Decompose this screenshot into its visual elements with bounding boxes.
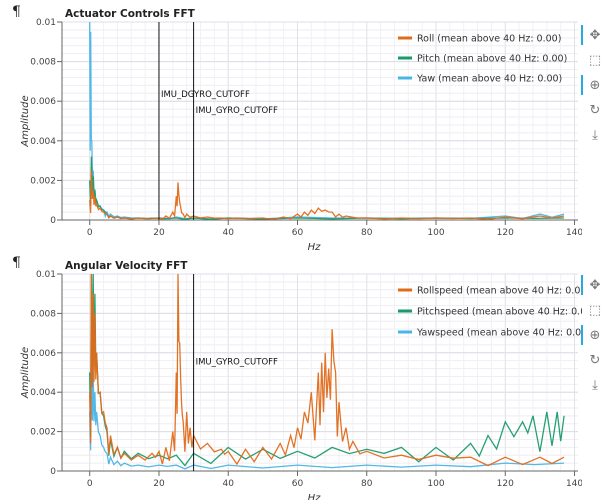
x-tick-label: 100	[427, 228, 444, 238]
legend-label: Roll (mean above 40 Hz: 0.00)	[417, 34, 561, 45]
wheel-zoom-icon[interactable]: ⊕	[581, 74, 606, 96]
y-tick-label: 0.006	[30, 97, 56, 107]
y-tick-label: 0	[50, 467, 56, 477]
x-tick-label: 120	[497, 479, 514, 489]
cutoff-label: IMU_GYRO_CUTOFF	[196, 358, 278, 368]
y-tick-label: 0.006	[30, 349, 56, 359]
actuator-controls-chart: Actuator Controls FFT 0 0.002 0.004 0.006 0.0…	[0, 4, 610, 254]
x-tick-label: 80	[361, 479, 373, 489]
chart-toolbar-1: ✥ ⬚ ⊕ ↻ ⤓	[581, 24, 606, 144]
legend-label: Pitchspeed (mean above 40 Hz: 0.00)	[417, 307, 582, 318]
paragraph-mark: ¶	[12, 255, 21, 271]
y-tick-label: 0.002	[30, 428, 56, 438]
save-icon[interactable]: ⤓	[592, 377, 598, 393]
box-zoom-icon[interactable]: ⬚	[588, 52, 602, 68]
pan-icon[interactable]: ✥	[581, 24, 606, 46]
chart-title: Actuator Controls FFT	[65, 8, 196, 20]
y-tick-label: 0.004	[30, 137, 56, 147]
angular-velocity-plot: Angular Velocity FFT 0 0.002 0.004 0.006 0.00…	[20, 260, 596, 504]
wheel-zoom-icon[interactable]: ⊕	[581, 324, 606, 346]
x-tick-label: 120	[497, 228, 514, 238]
series-line-yaw	[89, 352, 565, 470]
legend-label: Pitch (mean above 40 Hz: 0.00)	[417, 54, 567, 65]
chart-toolbar-2: ✥ ⬚ ⊕ ↻ ⤓	[581, 274, 606, 394]
x-tick-label: 60	[292, 228, 304, 238]
x-axis-label: Hz	[308, 493, 322, 500]
legend-label: Yaw (mean above 40 Hz: 0.00)	[416, 74, 562, 85]
reset-icon[interactable]: ↻	[589, 352, 601, 368]
cutoff-label: IMU_DGYRO_CUTOFF	[161, 90, 250, 100]
series-line-roll	[89, 274, 565, 467]
y-tick-label: 0.008	[30, 58, 56, 68]
x-tick-label: 40	[223, 479, 235, 489]
x-tick-label: 140	[566, 228, 582, 238]
series-line-roll	[89, 170, 565, 220]
save-icon[interactable]: ⤓	[592, 127, 598, 143]
y-tick-label: 0.004	[30, 388, 56, 398]
x-tick-label: 20	[153, 479, 165, 489]
x-tick-label: 60	[292, 479, 304, 489]
angular-velocity-chart: Angular Velocity FFT 0 0.002 0.004 0.006 0.00…	[0, 256, 610, 504]
cutoff-label: IMU_GYRO_CUTOFF	[196, 106, 278, 116]
y-tick-label: 0	[50, 216, 56, 226]
actuator-controls-plot: Actuator Controls FFT 0 0.002 0.004 0.006 0.0…	[20, 8, 583, 253]
y-tick-label: 0.01	[36, 270, 56, 280]
x-tick-label: 20	[153, 228, 165, 238]
box-zoom-icon[interactable]: ⬚	[588, 302, 602, 318]
x-tick-label: 0	[87, 479, 93, 489]
chart-title: Angular Velocity FFT	[65, 260, 188, 272]
x-axis-label: Hz	[308, 242, 322, 253]
x-tick-label: 0	[87, 228, 93, 238]
y-tick-label: 0.002	[30, 176, 56, 186]
pan-icon[interactable]: ✥	[581, 274, 606, 296]
series-line-pitch	[89, 274, 565, 467]
legend-label: Rollspeed (mean above 40 Hz: 0.00)	[417, 286, 582, 297]
series-line-yaw	[89, 22, 565, 220]
y-axis-label: Amplitude	[20, 347, 31, 399]
y-tick-label: 0.01	[36, 18, 56, 28]
paragraph-mark: ¶	[12, 4, 21, 20]
x-tick-label: 140	[566, 479, 582, 489]
y-tick-label: 0.008	[30, 309, 56, 319]
y-axis-label: Amplitude	[20, 95, 31, 147]
x-tick-label: 80	[361, 228, 373, 238]
x-tick-label: 40	[223, 228, 235, 238]
x-tick-label: 100	[427, 479, 444, 489]
legend-label: Yawspeed (mean above 40 Hz: 0.00)	[416, 328, 582, 339]
reset-icon[interactable]: ↻	[589, 102, 601, 118]
